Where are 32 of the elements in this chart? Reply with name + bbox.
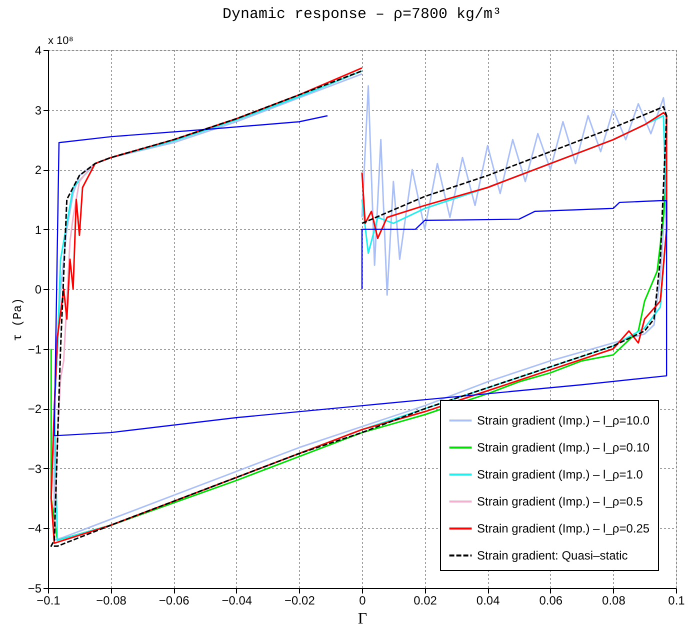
- x-axis-title: Γ: [358, 610, 368, 628]
- y-tick-label: −5: [28, 582, 42, 596]
- text: x 10⁸: [48, 35, 74, 47]
- x-tick-label: −0.02: [284, 594, 316, 608]
- y-tick-label: −4: [28, 522, 42, 536]
- y-tick-label: 3: [34, 103, 42, 118]
- y-tick-label: 0: [34, 282, 42, 297]
- x-tick-label: 0.02: [414, 594, 438, 608]
- legend-label: Strain gradient (Imp.) – l_ρ=1.0: [477, 468, 644, 482]
- y-tick-label: −1: [28, 342, 42, 356]
- x-tick-label: 0.06: [539, 594, 563, 608]
- legend-label: Strain gradient: Quasi–static: [477, 548, 628, 562]
- x-tick-label: −0.06: [158, 594, 190, 608]
- legend-label: Strain gradient (Imp.) – l_ρ=10.0: [477, 414, 650, 428]
- y-tick-label: 2: [34, 163, 42, 178]
- x-tick-label: 0.1: [668, 594, 686, 608]
- legend-label: Strain gradient (Imp.) – l_ρ=0.10: [477, 440, 650, 454]
- y-tick-label: −3: [28, 462, 42, 476]
- x-tick-label: 0.08: [602, 594, 626, 608]
- y-axis-title: τ (Pa): [10, 298, 25, 342]
- x-tick-label: −0.1: [36, 594, 61, 608]
- x-tick-label: 0.04: [476, 594, 500, 608]
- x-tick-label: −0.08: [96, 594, 127, 608]
- x-tick-label: 0: [359, 594, 366, 608]
- x-tick-label: −0.04: [222, 594, 252, 608]
- legend-label: Strain gradient (Imp.) – l_ρ=0.25: [477, 522, 650, 536]
- y-tick-label: 4: [34, 44, 42, 58]
- chart-title: Dynamic response – ρ=7800 kg/m³: [222, 6, 502, 23]
- y-tick-label: −2: [28, 402, 42, 416]
- legend-label: Strain gradient (Imp.) – l_ρ=0.5: [477, 494, 644, 508]
- y-tick-label: 1: [34, 222, 42, 237]
- line-series: [54, 115, 668, 436]
